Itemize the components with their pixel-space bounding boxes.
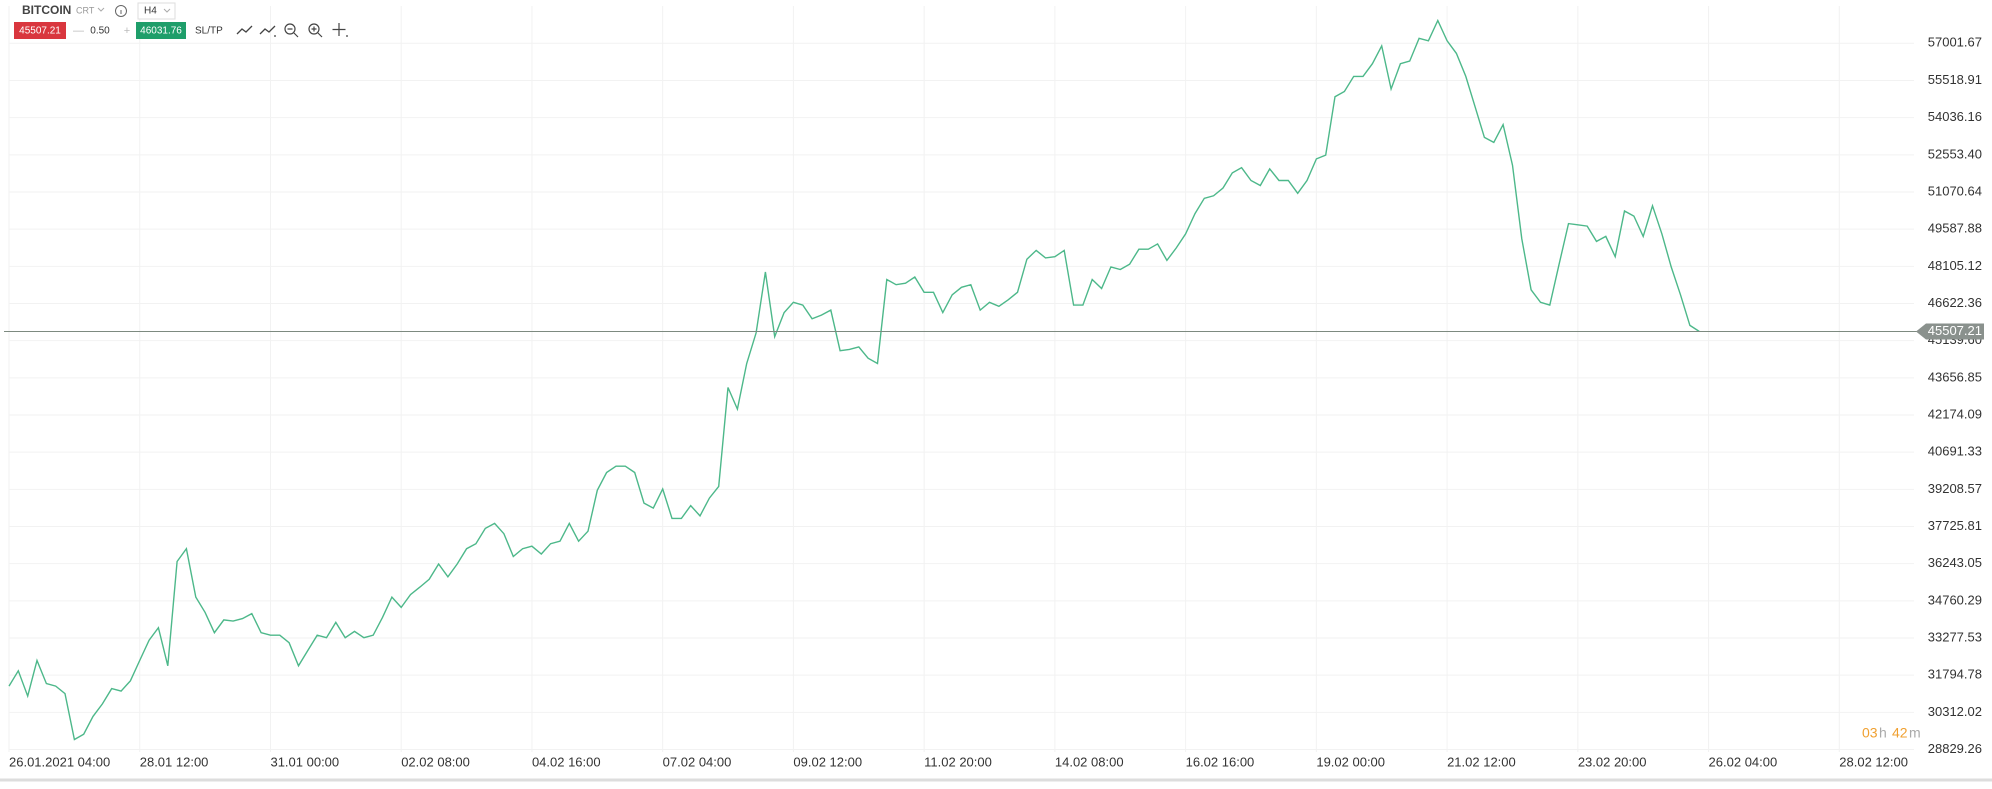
countdown-hours: 03: [1862, 725, 1878, 741]
indicator-icon[interactable]: [259, 25, 276, 37]
mode-caret[interactable]: [97, 7, 105, 12]
x-tick-label: 21.02 12:00: [1447, 754, 1516, 769]
sell-button[interactable]: [14, 22, 66, 39]
y-tick-label: 52553.40: [1928, 146, 1982, 161]
line-chart-icon[interactable]: [236, 25, 253, 35]
zoom-in-glyph: [311, 26, 323, 38]
volume[interactable]: 0.50: [90, 26, 110, 37]
y-tick-label: 40691.33: [1928, 444, 1982, 459]
y-tick-label: 46622.36: [1928, 295, 1982, 310]
x-tick-label: 09.02 12:00: [793, 754, 862, 769]
x-tick-label: 02.02 08:00: [401, 754, 470, 769]
grid: [8, 6, 1914, 752]
y-tick-label: 42174.09: [1928, 406, 1982, 421]
timeframe[interactable]: H4: [144, 6, 157, 17]
crosshair-icon[interactable]: [332, 23, 349, 37]
volume-minus[interactable]: —: [73, 25, 84, 37]
y-tick-label: 48105.12: [1928, 258, 1982, 273]
sltp[interactable]: SL/TP: [195, 26, 223, 37]
x-tick-label: 23.02 20:00: [1578, 754, 1647, 769]
y-tick-label: 30312.02: [1928, 704, 1982, 719]
y-tick-label: 57001.67: [1928, 35, 1982, 50]
y-tick-label: 31794.78: [1928, 667, 1982, 682]
x-tick-label: 14.02 08:00: [1055, 754, 1124, 769]
y-tick-label: 49587.88: [1928, 221, 1982, 236]
y-tick-label: 54036.16: [1928, 109, 1982, 124]
y-tick-label: 39208.57: [1928, 481, 1982, 496]
y-tick-label: 37725.81: [1928, 518, 1982, 533]
x-tick-label: 26.01.2021 04:00: [9, 754, 110, 769]
x-tick-label: 07.02 04:00: [663, 754, 732, 769]
y-tick-label: 55518.91: [1928, 72, 1982, 87]
x-tick-label: 16.02 16:00: [1186, 754, 1255, 769]
current-price-label: 45507.21: [1928, 323, 1982, 338]
y-tick-label: 34760.29: [1928, 592, 1982, 607]
y-tick-label: 51070.64: [1928, 183, 1982, 198]
countdown-m: m: [1909, 725, 1921, 741]
zoom-out-glyph: [287, 28, 299, 38]
info-icon[interactable]: [115, 5, 127, 17]
y-tick-label: 36243.05: [1928, 555, 1982, 570]
x-tick-label: 04.02 16:00: [532, 754, 601, 769]
current-price-tag: [1916, 323, 1984, 340]
countdown-minutes: 42: [1892, 725, 1908, 741]
symbol[interactable]: BITCOIN: [22, 3, 71, 17]
x-tick-label: 19.02 00:00: [1316, 754, 1385, 769]
countdown-h: h: [1879, 725, 1887, 741]
zoom-out-icon[interactable]: [284, 23, 296, 35]
volume-plus[interactable]: +: [124, 25, 130, 37]
timeframe-caret: [163, 8, 171, 13]
x-tick-label: 28.02 12:00: [1839, 754, 1908, 769]
y-tick-label: 43656.85: [1928, 369, 1982, 384]
y-tick-label: 28829.26: [1928, 741, 1982, 756]
x-tick-label: 31.01 00:00: [270, 754, 339, 769]
x-tick-label: 26.02 04:00: [1709, 754, 1778, 769]
price-line: [8, 18, 1700, 741]
buy-button[interactable]: [136, 22, 186, 39]
sell-price[interactable]: 45507.21: [19, 26, 61, 37]
x-tick-label: 28.01 12:00: [140, 754, 209, 769]
mode[interactable]: CRT: [76, 5, 95, 15]
timeframe-box[interactable]: [137, 2, 176, 20]
buy-price[interactable]: 46031.76: [140, 26, 182, 37]
zoom-in-icon[interactable]: [308, 23, 320, 35]
y-tick-label: 33277.53: [1928, 629, 1982, 644]
x-tick-label: 11.02 20:00: [924, 754, 992, 769]
